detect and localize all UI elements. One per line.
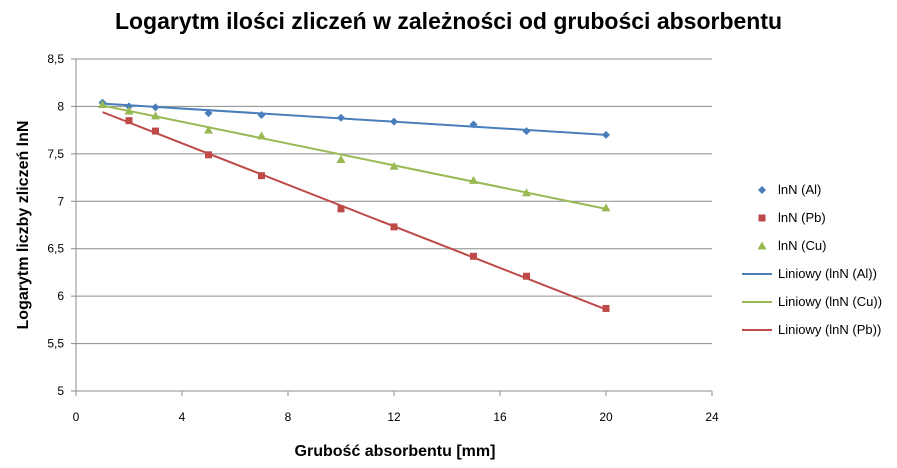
x-tick-label: 12 <box>387 410 401 424</box>
x-tick-label: 4 <box>179 410 186 424</box>
trendline <box>102 104 607 210</box>
y-tick-label: 5 <box>57 384 64 398</box>
data-point <box>98 100 107 109</box>
data-point <box>152 127 159 135</box>
x-tick-labels: 0 4 8 12 16 20 24 <box>73 410 719 424</box>
legend-label: lnN (Pb) <box>778 210 826 225</box>
data-point <box>337 205 345 213</box>
legend-label: Liniowy (lnN (Al)) <box>778 266 877 281</box>
data-point <box>125 102 133 111</box>
y-tick-label: 7,5 <box>47 147 64 161</box>
data-point <box>470 252 477 260</box>
trendline <box>102 111 607 311</box>
data-point <box>601 203 611 212</box>
data-point <box>523 272 530 280</box>
data-point <box>602 130 610 139</box>
legend-label: Liniowy (lnN (Pb)) <box>778 322 881 337</box>
y-tick-label: 5,5 <box>47 337 64 351</box>
y-tick-label: 7 <box>57 194 64 208</box>
y-tick-labels: 5 5,5 6 6,5 7 7,5 8 8,5 <box>47 52 64 398</box>
data-point <box>151 103 160 112</box>
x-tick-label: 24 <box>705 410 719 424</box>
data-markers <box>98 98 611 312</box>
y-axis-title: Logarytm liczby zliczeń lnN <box>15 121 32 330</box>
data-point <box>469 120 478 129</box>
data-point <box>205 151 212 159</box>
chart-title: Logarytm ilości zliczeń w zależności od … <box>114 8 783 34</box>
data-point <box>602 304 610 312</box>
y-tick-label: 8 <box>57 99 64 113</box>
legend-marker <box>758 186 766 194</box>
data-point <box>124 106 134 115</box>
y-tick-label: 6 <box>57 289 64 303</box>
y-tick-label: 6,5 <box>47 242 64 256</box>
x-axis-title: Grubość absorbentu [mm] <box>295 443 496 460</box>
data-point <box>469 175 478 184</box>
legend-label: lnN (Cu) <box>778 238 826 253</box>
legend-marker <box>757 241 767 250</box>
data-point <box>151 111 160 120</box>
y-tick-label: 8,5 <box>47 52 64 66</box>
data-point <box>258 172 265 180</box>
legend-marker <box>758 214 766 222</box>
data-point <box>204 125 213 134</box>
x-tick-label: 20 <box>599 410 613 424</box>
data-point <box>257 131 266 140</box>
legend-label: Liniowy (lnN (Cu)) <box>778 294 882 309</box>
x-tick-label: 16 <box>493 410 507 424</box>
data-point <box>390 117 398 126</box>
data-point <box>522 127 531 136</box>
trendlines <box>102 102 607 311</box>
data-point <box>389 161 399 170</box>
data-point <box>337 113 345 122</box>
legend: lnN (Al) lnN (Pb) lnN (Cu) Liniowy (lnN (Al… <box>742 182 882 337</box>
data-point <box>390 223 398 231</box>
x-tick-label: 0 <box>73 410 80 424</box>
x-tick-label: 8 <box>285 410 292 424</box>
data-point <box>336 155 346 164</box>
data-point <box>204 109 213 118</box>
axes <box>71 58 713 396</box>
data-point <box>257 110 266 119</box>
data-point <box>522 188 531 197</box>
trendline <box>102 102 607 136</box>
legend-label: lnN (Al) <box>778 182 821 197</box>
data-point <box>125 117 133 125</box>
